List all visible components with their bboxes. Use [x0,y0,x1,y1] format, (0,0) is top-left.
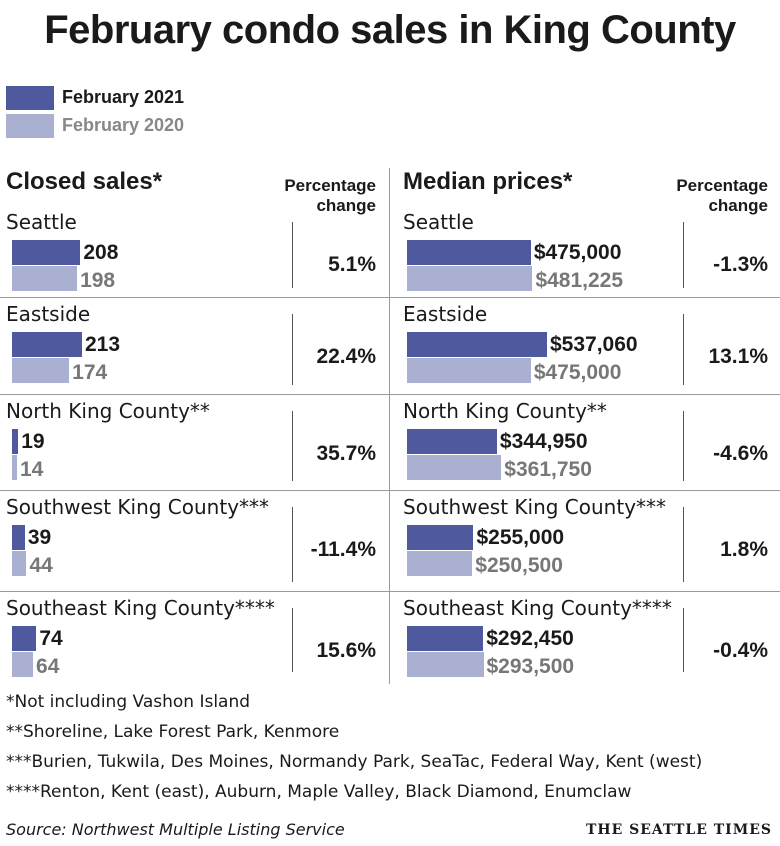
sales-row-rule [292,608,293,672]
price-value-2020: $293,500 [486,655,575,678]
price-bar-2020 [407,455,502,480]
row-separator [0,591,780,592]
sales-region-label: Eastside [6,302,91,326]
price-percent-change: 1.8% [720,538,768,561]
sales-value-2020: 44 [29,554,53,577]
sales-value-2021: 208 [83,241,119,264]
price-row-rule [683,222,684,288]
price-value-2021: $475,000 [533,241,622,264]
sales-value-2020: 14 [20,458,44,481]
price-bar-2020 [407,266,533,291]
price-value-2020: $481,225 [535,269,624,292]
price-bar-2021 [407,429,497,454]
sales-row-rule [292,507,293,582]
price-bar-2020 [407,551,473,576]
sales-percent-change: 5.1% [328,253,376,276]
footnote-1: *Not including Vashon Island [6,692,251,712]
price-value-2021: $344,950 [499,430,588,453]
sales-percent-change: -11.4% [310,538,376,561]
sales-region-label: Seattle [6,210,77,234]
sales-bar-2020 [12,455,17,480]
row-separator [0,394,780,395]
price-region-label: North King County** [403,399,607,423]
footnote-4: ****Renton, Kent (east), Auburn, Maple V… [6,782,632,802]
sales-region-label: Southwest King County*** [6,495,270,519]
legend-label-2021: February 2021 [62,87,185,107]
row-separator [0,490,780,491]
sales-row-rule [292,411,293,481]
sales-percent-change: 22.4% [316,345,376,368]
sales-value-2021: 213 [85,333,121,356]
price-panel-title: Median prices* [403,168,573,195]
sales-bar-2020 [12,551,27,576]
sales-row-rule [292,314,293,385]
sales-value-2020: 64 [36,655,60,678]
price-region-label: Eastside [403,302,488,326]
sales-bar-2021 [12,240,81,265]
price-bar-2020 [407,358,531,383]
sales-value-2020: 198 [80,269,116,292]
price-change-header: Percentage change [676,176,768,215]
price-bar-2021 [407,525,474,550]
sales-region-label: Southeast King County**** [6,596,275,620]
price-value-2020: $361,750 [504,458,592,481]
publisher-credit: THE SEATTLE TIMES [585,822,772,838]
sales-region-label: North King County** [6,399,210,423]
sales-change-header: Percentage change [284,176,376,215]
sales-panel-title: Closed sales* [6,168,163,195]
row-separator [0,297,780,298]
legend-swatch-2020 [6,114,54,138]
panel-divider [389,168,390,684]
sales-percent-change: 35.7% [316,442,376,465]
price-region-label: Southwest King County*** [403,495,667,519]
sales-bar-2021 [12,429,19,454]
price-value-2021: $255,000 [476,526,565,549]
price-bar-2021 [407,332,547,357]
legend-swatch-2021 [6,86,54,110]
sales-value-2021: 19 [21,430,45,453]
sales-row-rule [292,222,293,288]
sales-bar-2021 [12,332,82,357]
price-bar-2020 [407,652,484,677]
price-row-rule [683,608,684,672]
price-value-2020: $475,000 [533,361,622,384]
price-value-2021: $537,060 [550,333,638,356]
footnote-2: **Shoreline, Lake Forest Park, Kenmore [6,722,340,742]
sales-bar-2020 [12,266,78,291]
price-percent-change: -4.6% [713,442,768,465]
sales-bar-2020 [12,358,70,383]
chart-title: February condo sales in King County [44,8,736,52]
sales-percent-change: 15.6% [316,639,376,662]
price-row-rule [683,314,684,385]
price-value-2020: $250,500 [475,554,563,577]
sales-bar-2021 [12,525,25,550]
sales-value-2021: 74 [39,627,63,650]
source-note: Source: Northwest Multiple Listing Servi… [6,820,345,839]
price-row-rule [683,411,684,481]
price-bar-2021 [407,240,531,265]
price-region-label: Seattle [403,210,474,234]
price-bar-2021 [407,626,484,651]
sales-bar-2021 [12,626,37,651]
footnote-3: ***Burien, Tukwila, Des Moines, Normandy… [6,752,703,772]
price-row-rule [683,507,684,582]
price-percent-change: -1.3% [713,253,768,276]
price-percent-change: -0.4% [713,639,768,662]
price-percent-change: 13.1% [708,345,768,368]
price-value-2021: $292,450 [486,627,574,650]
sales-value-2020: 174 [72,361,108,384]
sales-bar-2020 [12,652,34,677]
sales-value-2021: 39 [27,526,52,549]
legend-label-2020: February 2020 [62,115,185,135]
price-region-label: Southeast King County**** [403,596,672,620]
